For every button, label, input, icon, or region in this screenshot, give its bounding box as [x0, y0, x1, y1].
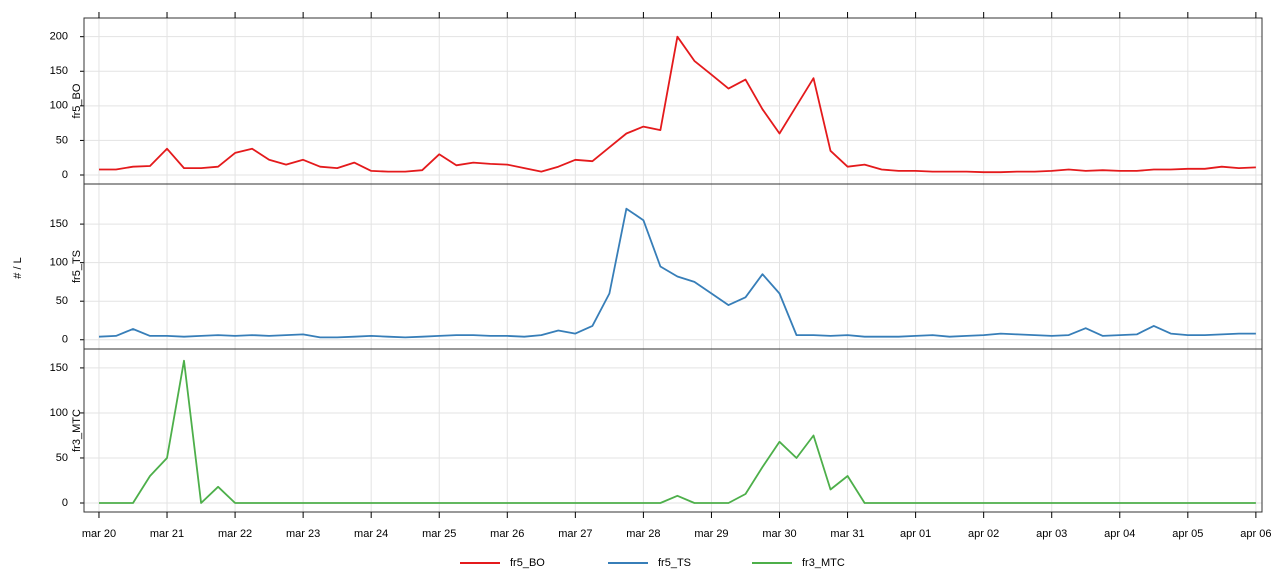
x-tick-label: apr 05 — [1172, 528, 1203, 540]
x-tick-label: mar 23 — [286, 528, 320, 540]
x-tick-label: mar 22 — [218, 528, 252, 540]
x-tick-label: apr 03 — [1036, 528, 1067, 540]
legend-label: fr5_BO — [510, 557, 545, 569]
panel-label: fr5_TS — [71, 250, 83, 283]
y-tick-label: 0 — [62, 497, 68, 509]
series-line — [98, 207, 1256, 339]
y-axis-label: # / L — [12, 257, 24, 278]
x-tick-label: mar 26 — [490, 528, 524, 540]
x-tick-label: apr 02 — [968, 528, 999, 540]
y-tick-label: 0 — [62, 334, 68, 346]
y-tick-label: 150 — [50, 65, 68, 77]
y-tick-label: 50 — [56, 134, 68, 146]
x-tick-label: mar 25 — [422, 528, 456, 540]
x-tick-label: mar 21 — [150, 528, 184, 540]
panel-label: fr3_MTC — [71, 409, 83, 452]
y-tick-label: 100 — [50, 100, 68, 112]
series-line — [99, 35, 1256, 174]
y-tick-label: 0 — [62, 169, 68, 181]
panel-frame — [83, 348, 1263, 513]
x-tick-label: mar 24 — [354, 528, 388, 540]
x-tick-label: apr 04 — [1104, 528, 1135, 540]
y-tick-label: 50 — [56, 452, 68, 464]
y-tick-label: 50 — [56, 295, 68, 307]
x-tick-label: mar 30 — [762, 528, 796, 540]
series-line — [99, 359, 1256, 504]
panel-frame — [83, 183, 1263, 350]
y-tick-label: 100 — [50, 407, 68, 419]
y-tick-label: 150 — [50, 218, 68, 230]
legend-label: fr5_TS — [658, 557, 691, 569]
legend-label: fr3_MTC — [802, 557, 845, 569]
x-tick-label: apr 01 — [900, 528, 931, 540]
x-tick-label: apr 06 — [1240, 528, 1271, 540]
y-tick-label: 200 — [50, 31, 68, 43]
panel-frame — [83, 17, 1263, 185]
y-tick-label: 100 — [50, 257, 68, 269]
x-tick-label: mar 31 — [830, 528, 864, 540]
x-tick-label: mar 20 — [82, 528, 116, 540]
x-tick-label: mar 29 — [694, 528, 728, 540]
x-tick-label: mar 27 — [558, 528, 592, 540]
panel-label: fr5_BO — [71, 83, 83, 118]
x-tick-label: mar 28 — [626, 528, 660, 540]
y-tick-label: 150 — [50, 362, 68, 374]
